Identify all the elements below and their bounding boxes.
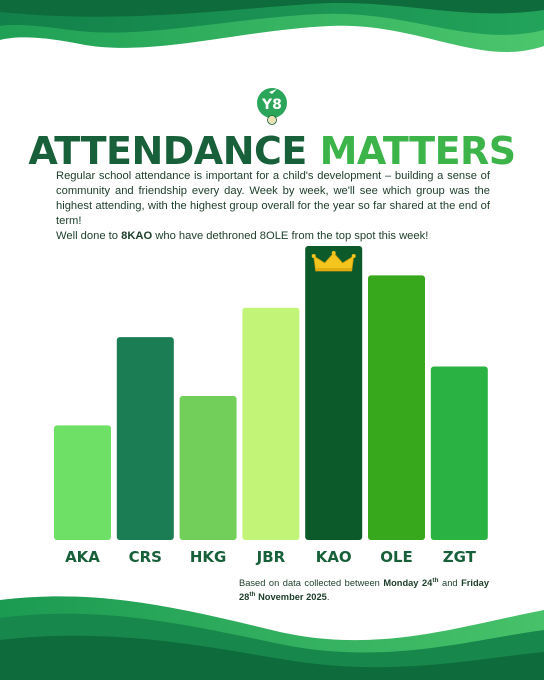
- shoutout-suffix: who have dethroned 8OLE from the top spo…: [152, 230, 429, 242]
- bar-aka: [54, 425, 111, 540]
- footnote-connector: and: [438, 578, 462, 588]
- badge-circle: [257, 88, 287, 118]
- bar-kao: [305, 246, 363, 540]
- title-word-attendance: ATTENDANCE: [28, 129, 307, 173]
- intro-paragraph: Regular school attendance is important f…: [56, 170, 490, 227]
- bar-label-kao: KAO: [316, 548, 352, 566]
- page-title: ATTENDANCE MATTERS: [0, 128, 544, 174]
- bar-label-hkg: HKG: [190, 548, 227, 566]
- bar-label-ole: OLE: [380, 548, 413, 566]
- intro-text: Regular school attendance is important f…: [56, 169, 490, 244]
- crown-icon: [311, 251, 356, 272]
- bar-jbr: [242, 307, 300, 540]
- bar-hkg: [179, 395, 237, 540]
- footnote-prefix: Based on data collected between: [239, 578, 384, 588]
- bar-label-crs: CRS: [129, 548, 162, 566]
- school-crest-icon: [267, 115, 277, 125]
- bar-label-zgt: ZGT: [443, 548, 477, 566]
- bar-zgt: [430, 366, 488, 540]
- bar-label-aka: AKA: [65, 548, 100, 566]
- year-badge: Y8: [257, 88, 287, 125]
- title-word-matters: MATTERS: [319, 129, 517, 173]
- shoutout-line: Well done to 8KAO who have dethroned 8OL…: [56, 229, 490, 244]
- bar-label-jbr: JBR: [256, 548, 286, 566]
- badge-accent-icon: [269, 89, 277, 94]
- data-footnote: Based on data collected between Monday 2…: [239, 576, 489, 604]
- bar-crs: [116, 337, 174, 540]
- shoutout-prefix: Well done to: [56, 230, 122, 242]
- badge-text: Y8: [261, 97, 282, 113]
- footnote-end-punct: .: [326, 592, 330, 602]
- footnote-start-date: Monday 24th: [383, 576, 439, 588]
- shoutout-group: 8KAO: [121, 230, 153, 242]
- bar-ole: [368, 275, 425, 540]
- footnote-end-date: Friday 28th November 2025: [239, 578, 489, 602]
